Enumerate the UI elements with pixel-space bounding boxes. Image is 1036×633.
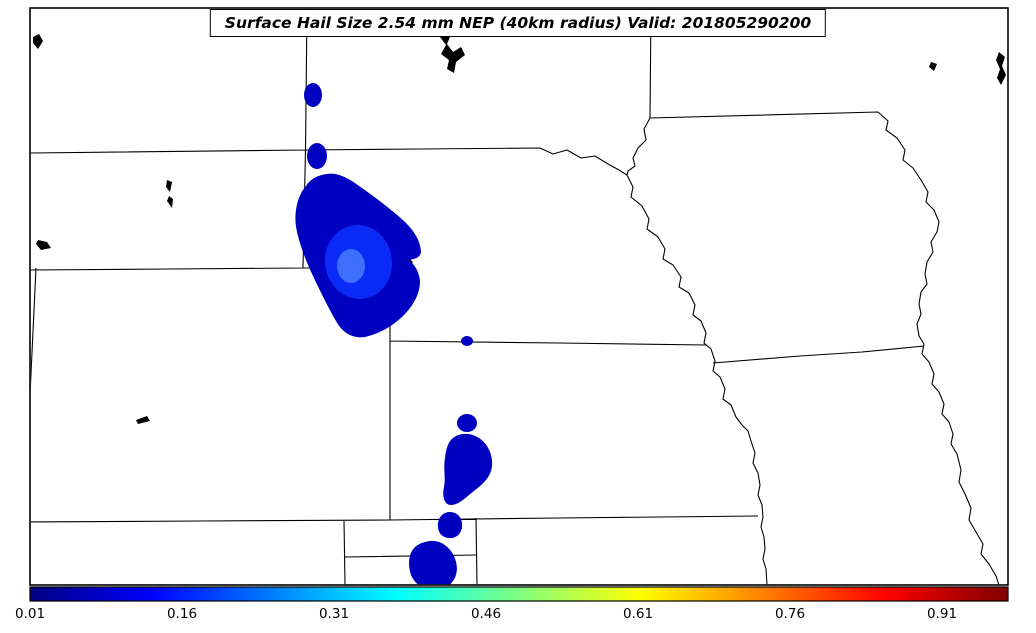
colorbar-tick-label: 0.16 <box>167 606 197 622</box>
nep-blob-central-upper <box>457 414 477 432</box>
nep-blob-north-1 <box>304 83 322 107</box>
colorbar-tick-label: 0.76 <box>775 606 805 622</box>
map-frame <box>29 7 1009 586</box>
colorbar-tick-label: 0.46 <box>471 606 501 622</box>
plot-title-box: Surface Hail Size 2.54 mm NEP (40km radi… <box>209 9 827 37</box>
colorbar-tick-label: 0.61 <box>623 606 653 622</box>
colorbar-tick-label: 0.91 <box>927 606 957 622</box>
plot-title: Surface Hail Size 2.54 mm NEP (40km radi… <box>224 14 812 32</box>
colorbar-tick-label: 0.01 <box>15 606 45 622</box>
nep-blob-south-swath <box>409 540 457 585</box>
nep-blob-border-dot <box>461 336 473 346</box>
colorbar-tick-labels: 0.01 0.16 0.31 0.46 0.61 0.76 0.91 <box>15 606 957 622</box>
nep-blob-north-2 <box>307 143 327 169</box>
colorbar <box>29 586 1009 602</box>
state-borders <box>30 8 1000 585</box>
lakes <box>33 30 1006 424</box>
nep-blob-main-high <box>337 249 365 283</box>
nep-blob-south-spot <box>437 512 463 539</box>
nep-blob-central-swath <box>443 433 493 505</box>
colorbar-tick-label: 0.31 <box>319 606 349 622</box>
nep-contours <box>295 83 493 585</box>
map-plot-area <box>30 8 1006 585</box>
